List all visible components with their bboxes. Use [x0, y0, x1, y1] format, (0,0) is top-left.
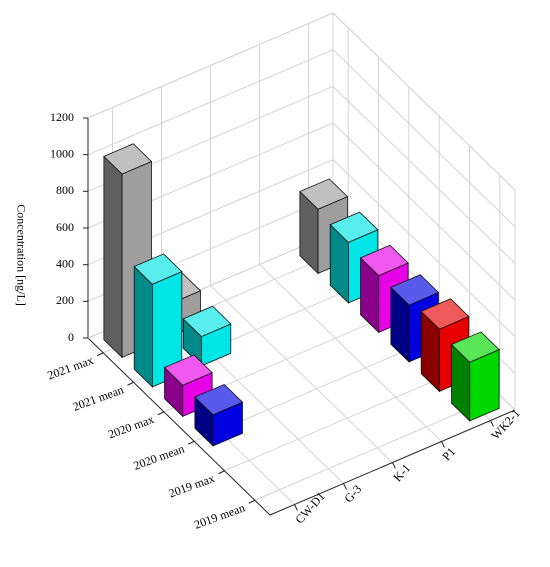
- grid-line: [332, 85, 516, 264]
- z-tick-label: 1000: [50, 146, 74, 160]
- grid-line: [332, 49, 516, 228]
- bar-top: [163, 354, 213, 386]
- row-tick: [96, 352, 104, 357]
- row-tick: [157, 411, 165, 416]
- bar-side: [103, 155, 123, 359]
- bar-top: [182, 305, 232, 338]
- row-tick: [187, 440, 195, 445]
- row-tick: [127, 381, 134, 386]
- z-tick-label: 0: [68, 330, 74, 344]
- bar-top: [450, 331, 500, 363]
- bar-top: [329, 211, 379, 243]
- bar-top: [390, 274, 440, 306]
- row-tick: [218, 470, 225, 475]
- row-label: 2021 max: [46, 353, 96, 382]
- column-tick: [441, 441, 445, 448]
- floor-grid: [254, 394, 501, 501]
- column-tick: [392, 462, 396, 469]
- grid-line: [332, 159, 516, 338]
- row-label: 2020 max: [106, 412, 156, 441]
- bar-top: [299, 178, 349, 210]
- z-tick-label: 400: [56, 256, 74, 270]
- wall-edge: [332, 12, 516, 191]
- bar-top: [194, 383, 244, 416]
- z-tick-label: 800: [56, 183, 74, 197]
- floor-grid: [210, 285, 393, 463]
- column-label: WK2-1: [488, 406, 522, 442]
- floor-grid: [224, 365, 470, 472]
- column-label: P1: [439, 445, 458, 464]
- column-label: CW-D1: [292, 489, 327, 526]
- bar-top: [359, 244, 409, 277]
- row-label: 2019 mean: [192, 500, 247, 531]
- bar-top: [103, 143, 153, 175]
- z-tick-label: 200: [56, 293, 74, 307]
- bar-top: [420, 298, 470, 330]
- z-tick-label: 600: [56, 220, 74, 234]
- grid-line: [87, 49, 334, 156]
- row-tick: [248, 499, 256, 504]
- bar-top: [133, 253, 183, 285]
- axis-line: [87, 337, 271, 516]
- floor-grid: [259, 264, 442, 442]
- z-axis-title: Concentration [ng/L]: [14, 204, 28, 306]
- wall-edge: [87, 12, 334, 119]
- bar-side: [133, 265, 153, 388]
- row-label: 2019 max: [167, 471, 217, 500]
- column-tick: [343, 483, 347, 490]
- column-tick: [294, 504, 298, 511]
- grid-line: [332, 122, 516, 301]
- z-tick-label: 1200: [50, 110, 74, 124]
- column-tick: [490, 420, 494, 427]
- row-label: 2020 mean: [132, 441, 187, 472]
- row-label: 2021 mean: [71, 382, 126, 413]
